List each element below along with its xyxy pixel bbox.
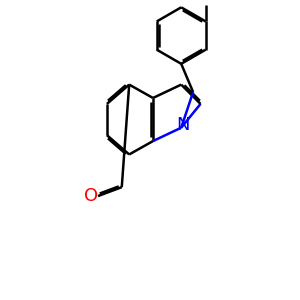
Text: O: O	[84, 187, 98, 205]
Text: N: N	[176, 116, 189, 134]
